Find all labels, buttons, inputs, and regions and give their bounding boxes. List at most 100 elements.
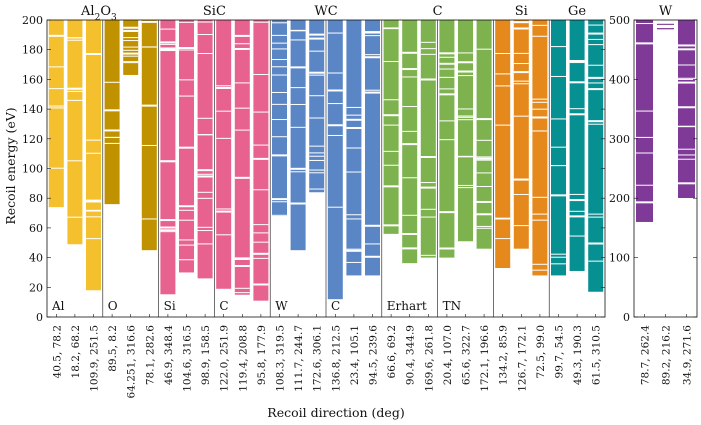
bar-gap-0-25-6: [513, 71, 529, 74]
title-part: Al: [80, 4, 95, 19]
bar-gap-1-1-0: [657, 20, 674, 22]
bar-gap-0-20-3: [420, 156, 436, 159]
bar-gap-0-7-7: [179, 47, 194, 50]
bar-gap-0-3-4: [104, 137, 120, 139]
bar-gap-0-11-7: [253, 157, 269, 160]
bar-gap-0-11-11: [253, 144, 269, 146]
bar-gap-0-18-6: [383, 124, 399, 126]
bar-gap-0-13-1: [290, 167, 306, 170]
y-tick-label: 80: [29, 192, 43, 205]
bar-gap-0-3-2: [104, 109, 120, 112]
y-tick-label: 300: [609, 133, 630, 146]
bar-gap-0-5-0: [141, 20, 157, 23]
bar-gap-0-24-5: [495, 238, 511, 240]
x-tick-label: 65.6, 322.7: [461, 325, 473, 385]
bar-gap-0-14-5: [309, 50, 325, 52]
bar-gap-0-28-3: [569, 199, 585, 202]
bar-gap-0-8-4: [197, 191, 213, 193]
bar-gap-0-6-6: [160, 230, 176, 232]
bar-0-19: [402, 20, 418, 264]
bar-gap-0-6-10: [160, 41, 176, 44]
bar-gap-0-27-7: [551, 146, 566, 148]
bar-gap-0-22-11: [458, 108, 473, 110]
bar-gap-0-11-4: [253, 283, 269, 286]
bar-gap-0-6-3: [160, 231, 176, 233]
bar-gap-0-11-2: [253, 111, 269, 113]
bar-gap-0-14-10: [309, 188, 325, 190]
bar-gap-0-19-8: [402, 232, 418, 235]
bar-gap-0-19-6: [402, 177, 418, 179]
bar-gap-0-18-3: [383, 224, 399, 227]
bar-gap-0-26-10: [532, 116, 548, 119]
axes-layer: 40.5, 78.2 18.2, 68.2 109.9, 251.5 89.5, 8.…: [22, 4, 698, 399]
x-tick-label: 20.4, 107.0: [442, 325, 454, 385]
bar-gap-1-2-13: [678, 125, 695, 127]
bar-gap-0-14-11: [309, 37, 325, 40]
bar-gap-0-6-11: [160, 47, 176, 50]
y-tick-label: 200: [22, 14, 43, 27]
bar-gap-0-26-11: [532, 213, 548, 215]
x-tick-label: 134.2, 85.9: [498, 325, 510, 385]
x-tick-label: 46.9, 348.4: [163, 325, 175, 385]
bar-gap-0-4-0: [123, 62, 139, 64]
bar-0-29: [588, 20, 604, 292]
bar-gap-0-29-0: [588, 44, 604, 46]
bar-gap-0-6-12: [160, 28, 176, 30]
x-tick-label: 64.251, 316.6: [126, 325, 138, 399]
subgroup-label: Al: [51, 299, 65, 313]
bar-0-23: [476, 20, 492, 249]
bar-gap-0-25-0: [513, 27, 529, 30]
bar-gap-0-4-3: [123, 46, 139, 48]
bar-gap-0-12-5: [272, 66, 287, 68]
bar-gap-0-3-3: [104, 129, 120, 132]
bar-gap-0-19-9: [402, 263, 418, 265]
bar-gap-0-25-3: [513, 52, 529, 54]
bar-gap-0-8-6: [197, 197, 213, 199]
bar-gap-0-23-4: [476, 159, 492, 161]
bar-gap-1-0-3: [636, 23, 653, 25]
bar-gap-0-1-0: [67, 160, 83, 162]
x-tick-label: 98.9, 158.5: [200, 325, 212, 385]
bar-gap-0-22-5: [458, 156, 473, 158]
bar-gap-0-29-10: [588, 82, 604, 84]
bar-gap-0-7-1: [179, 219, 194, 221]
bar-gap-0-2-4: [86, 139, 101, 141]
bar-gap-0-20-0: [420, 41, 436, 43]
bar-gap-1-1-8: [657, 20, 674, 22]
x-tick-label: 136.8, 212.5: [330, 325, 342, 392]
bar-gap-0-8-1: [197, 173, 213, 175]
bar-gap-0-26-1: [532, 263, 548, 265]
x-tick-label: 61.5, 310.5: [591, 325, 603, 385]
bar-gap-1-0-0: [636, 42, 653, 45]
bar-gap-0-26-8: [532, 196, 548, 198]
bar-gap-1-1-1: [657, 29, 674, 31]
group-title: Al2O3: [80, 4, 117, 23]
bar-gap-0-12-10: [272, 119, 287, 121]
bar-gap-0-19-7: [402, 214, 418, 216]
bar-gap-0-22-2: [458, 116, 473, 118]
x-tick-label: 109.9, 251.5: [89, 325, 101, 392]
bar-gap-0-3-1: [104, 81, 120, 83]
bar-gap-0-3-5: [104, 142, 120, 144]
bar-gap-0-26-0: [532, 98, 548, 100]
bar-gap-0-29-13: [588, 123, 604, 125]
bar-gap-0-26-9: [532, 35, 548, 37]
bar-gap-0-11-10: [253, 224, 269, 226]
bar-gap-0-9-1: [216, 137, 232, 139]
bar-gap-0-12-8: [272, 103, 287, 105]
bar-gap-0-12-13: [272, 42, 287, 44]
bar-gap-0-0-2: [48, 107, 64, 109]
bar-gap-1-2-11: [678, 148, 695, 150]
bar-gap-0-25-2: [513, 225, 529, 227]
bar-0-11: [253, 20, 269, 301]
bar-gap-0-17-1: [365, 89, 380, 91]
bar-0-13: [290, 20, 306, 251]
bar-gap-0-25-1: [513, 21, 529, 24]
y-tick-label: 140: [22, 103, 43, 116]
bar-gap-0-2-8: [86, 238, 101, 240]
bar-gap-0-16-1: [346, 118, 362, 121]
bar-gap-0-16-0: [346, 249, 362, 252]
bar-gap-0-16-7: [346, 171, 362, 173]
bar-gap-0-28-5: [569, 210, 585, 212]
bar-gap-0-10-2: [234, 43, 250, 45]
